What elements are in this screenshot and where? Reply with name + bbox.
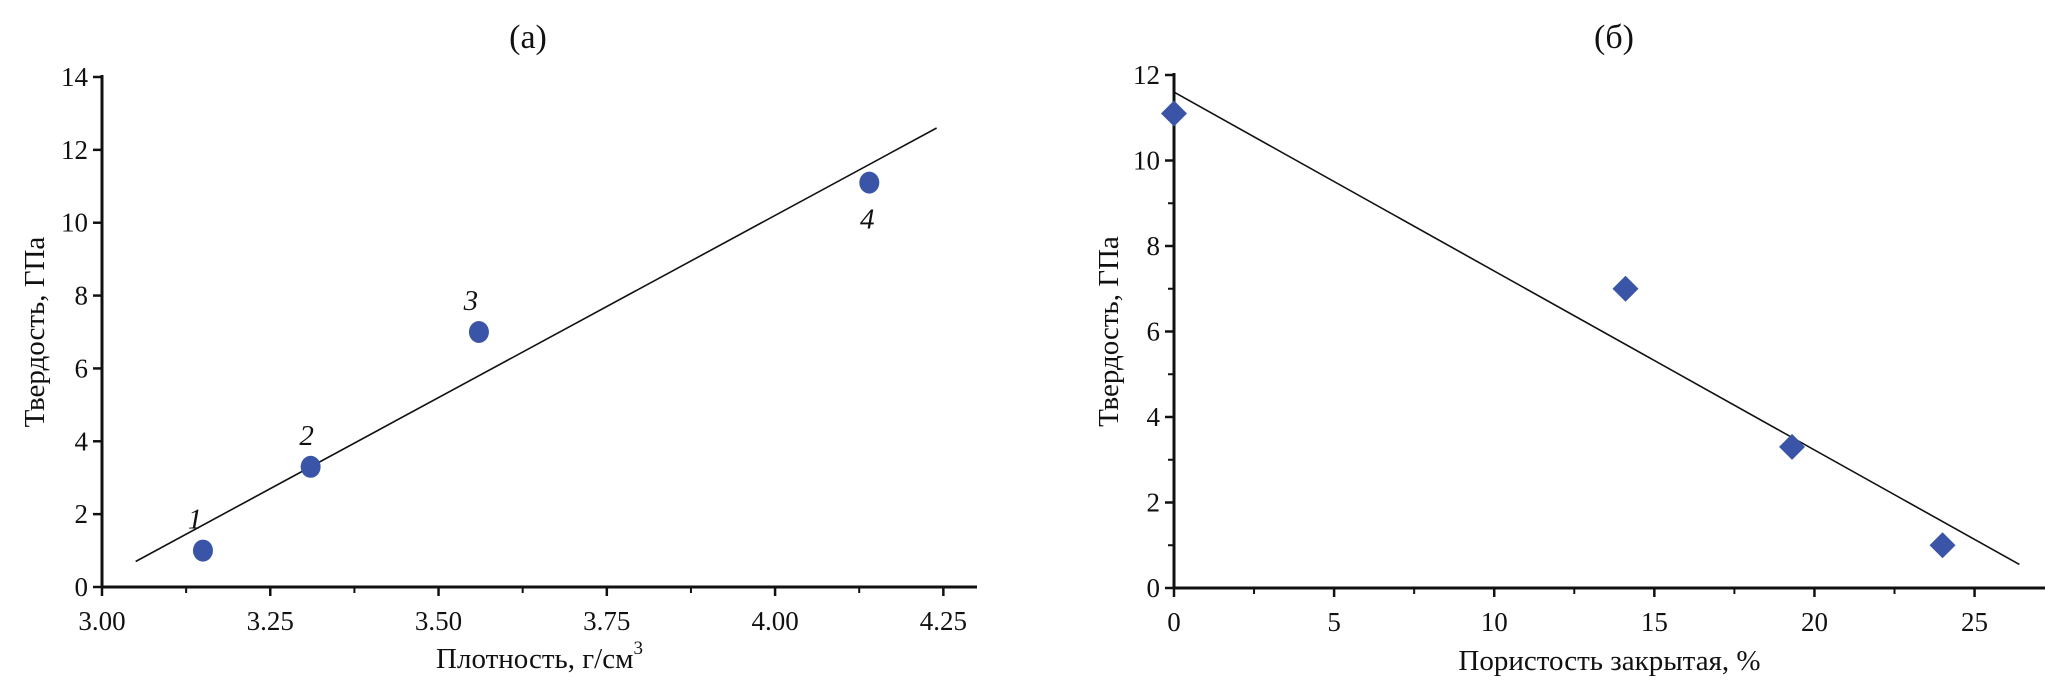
y-tick-label: 12 bbox=[1133, 60, 1160, 90]
data-point bbox=[468, 321, 489, 343]
x-tick-label: 15 bbox=[1641, 607, 1668, 637]
y-axis-label: Твердость, ГПа bbox=[19, 237, 51, 428]
point-label: 1 bbox=[188, 504, 203, 536]
data-point bbox=[1929, 532, 1956, 559]
x-tick-label: 20 bbox=[1801, 607, 1828, 637]
point-label: 3 bbox=[463, 285, 479, 317]
x-tick-label: 3.50 bbox=[415, 606, 462, 636]
data-point bbox=[300, 455, 321, 478]
x-tick-label: 5 bbox=[1327, 607, 1341, 637]
data-point bbox=[1612, 275, 1639, 302]
y-tick-label: 2 bbox=[75, 499, 89, 529]
x-tick-label: 0 bbox=[1167, 607, 1181, 637]
y-tick-label: 12 bbox=[61, 135, 88, 165]
x-axis-label-text: Пористость закрытая, % bbox=[1458, 645, 1760, 677]
x-tick-label: 4.25 bbox=[920, 606, 967, 636]
y-tick-label: 2 bbox=[1147, 488, 1161, 518]
data-point bbox=[1161, 100, 1187, 127]
y-tick-label: 4 bbox=[1147, 402, 1161, 432]
chart-panel-1: (б) 0 5 10 15 20 25 0 2 4 6 8 10 12 Пористость закрыта… bbox=[1093, 19, 2045, 677]
chart-panel-0: (a)3.00 3.25 3.50 3.75 4.00 4.2502468101214Пл… bbox=[19, 19, 977, 675]
x-tick-label: 4.00 bbox=[751, 606, 798, 636]
y-axis-label: Твердость, ГПа bbox=[1093, 236, 1125, 427]
x-tick-label: 3.25 bbox=[247, 606, 294, 636]
chart-title: (a) bbox=[509, 19, 547, 56]
y-tick-label: 8 bbox=[1147, 231, 1161, 261]
y-tick-label: 6 bbox=[1147, 317, 1161, 347]
data-point bbox=[859, 171, 880, 194]
y-tick-label: 10 bbox=[1133, 146, 1160, 176]
data-point bbox=[192, 539, 213, 562]
x-tick-label: 3.75 bbox=[583, 606, 630, 636]
y-tick-label: 10 bbox=[61, 208, 88, 238]
data-point bbox=[1779, 433, 1806, 460]
x-tick-label: 3.00 bbox=[78, 606, 125, 636]
x-tick-label: 10 bbox=[1481, 607, 1508, 637]
point-label: 4 bbox=[860, 204, 875, 236]
x-axis-label-superscript: 3 bbox=[633, 638, 643, 659]
y-tick-label: 14 bbox=[61, 62, 89, 92]
x-axis-label: Плотность, г/см3 bbox=[436, 638, 643, 675]
x-axis-label-text: Плотность, г/см bbox=[436, 643, 633, 675]
fit-line bbox=[1173, 91, 2020, 566]
chart-title: (б) bbox=[1594, 19, 1634, 56]
y-tick-label: 4 bbox=[75, 426, 89, 456]
point-label: 2 bbox=[299, 420, 314, 452]
x-axis-label: Пористость закрытая, % bbox=[1458, 645, 1760, 677]
fit-line bbox=[135, 127, 937, 563]
y-tick-label: 8 bbox=[75, 281, 89, 311]
y-tick-label: 0 bbox=[1147, 573, 1161, 603]
y-tick-label: 6 bbox=[75, 353, 89, 383]
y-tick-label: 0 bbox=[75, 572, 89, 602]
x-tick-label: 25 bbox=[1961, 607, 1988, 637]
